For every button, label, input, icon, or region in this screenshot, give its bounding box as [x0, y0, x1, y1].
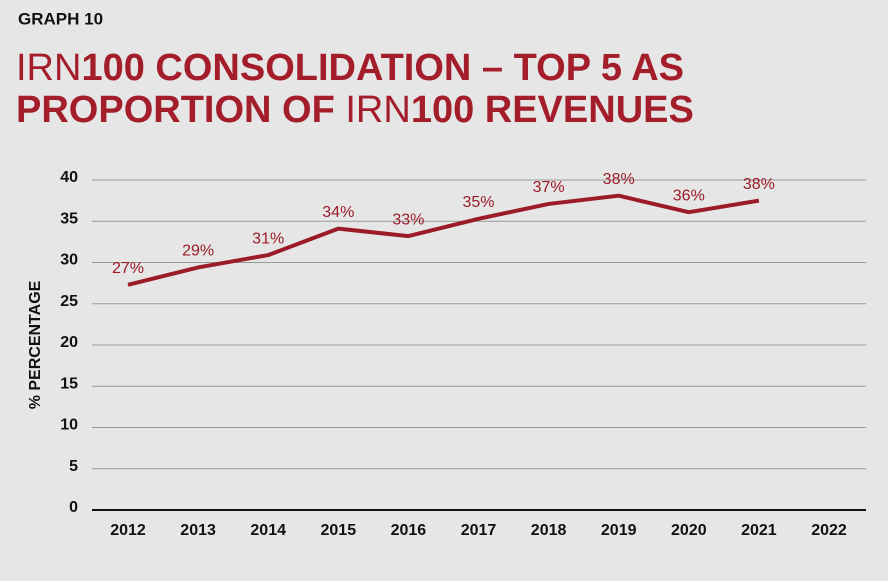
data-label: 38% — [603, 171, 635, 188]
data-label: 29% — [182, 243, 214, 260]
chart-title: IRN100 CONSOLIDATION – TOP 5 AS — [16, 47, 684, 89]
chart-title: PROPORTION OF IRN100 REVENUES — [16, 89, 694, 131]
title-part: 100 CONSOLIDATION – TOP 5 AS — [81, 47, 684, 89]
y-tick-label: 15 — [60, 375, 78, 392]
x-tick-label: 2014 — [250, 522, 286, 539]
data-label: 37% — [533, 179, 565, 196]
data-label: 31% — [252, 230, 284, 247]
y-tick-label: 5 — [69, 458, 78, 475]
x-tick-label: 2022 — [811, 522, 847, 539]
graph-label: GRAPH 10 — [18, 9, 103, 28]
x-tick-label: 2017 — [461, 522, 497, 539]
x-tick-label: 2019 — [601, 522, 637, 539]
data-label: 33% — [392, 211, 424, 228]
title-part: IRN — [16, 47, 81, 89]
data-line — [127, 193, 760, 287]
y-tick-label: 25 — [60, 293, 78, 310]
data-label: 38% — [743, 176, 775, 193]
y-tick-label: 30 — [60, 252, 78, 269]
title-part: IRN — [345, 89, 410, 131]
title-part: PROPORTION OF — [16, 89, 345, 131]
x-tick-label: 2020 — [671, 522, 707, 539]
data-label: 36% — [673, 187, 705, 204]
x-tick-label: 2016 — [391, 522, 427, 539]
x-tick-label: 2018 — [531, 522, 567, 539]
x-tick-label: 2012 — [110, 522, 146, 539]
x-tick-label: 2015 — [321, 522, 357, 539]
y-axis-label: % PERCENTAGE — [27, 280, 44, 409]
x-tick-label: 2013 — [180, 522, 216, 539]
data-label: 34% — [322, 204, 354, 221]
data-label: 35% — [462, 194, 494, 211]
y-tick-label: 0 — [69, 499, 78, 516]
data-label: 27% — [112, 260, 144, 277]
y-tick-label: 35 — [60, 210, 78, 227]
y-tick-label: 20 — [60, 334, 78, 351]
title-part: 100 REVENUES — [411, 89, 694, 131]
y-tick-label: 40 — [60, 169, 78, 186]
y-tick-label: 10 — [60, 417, 78, 434]
x-tick-label: 2021 — [741, 522, 777, 539]
